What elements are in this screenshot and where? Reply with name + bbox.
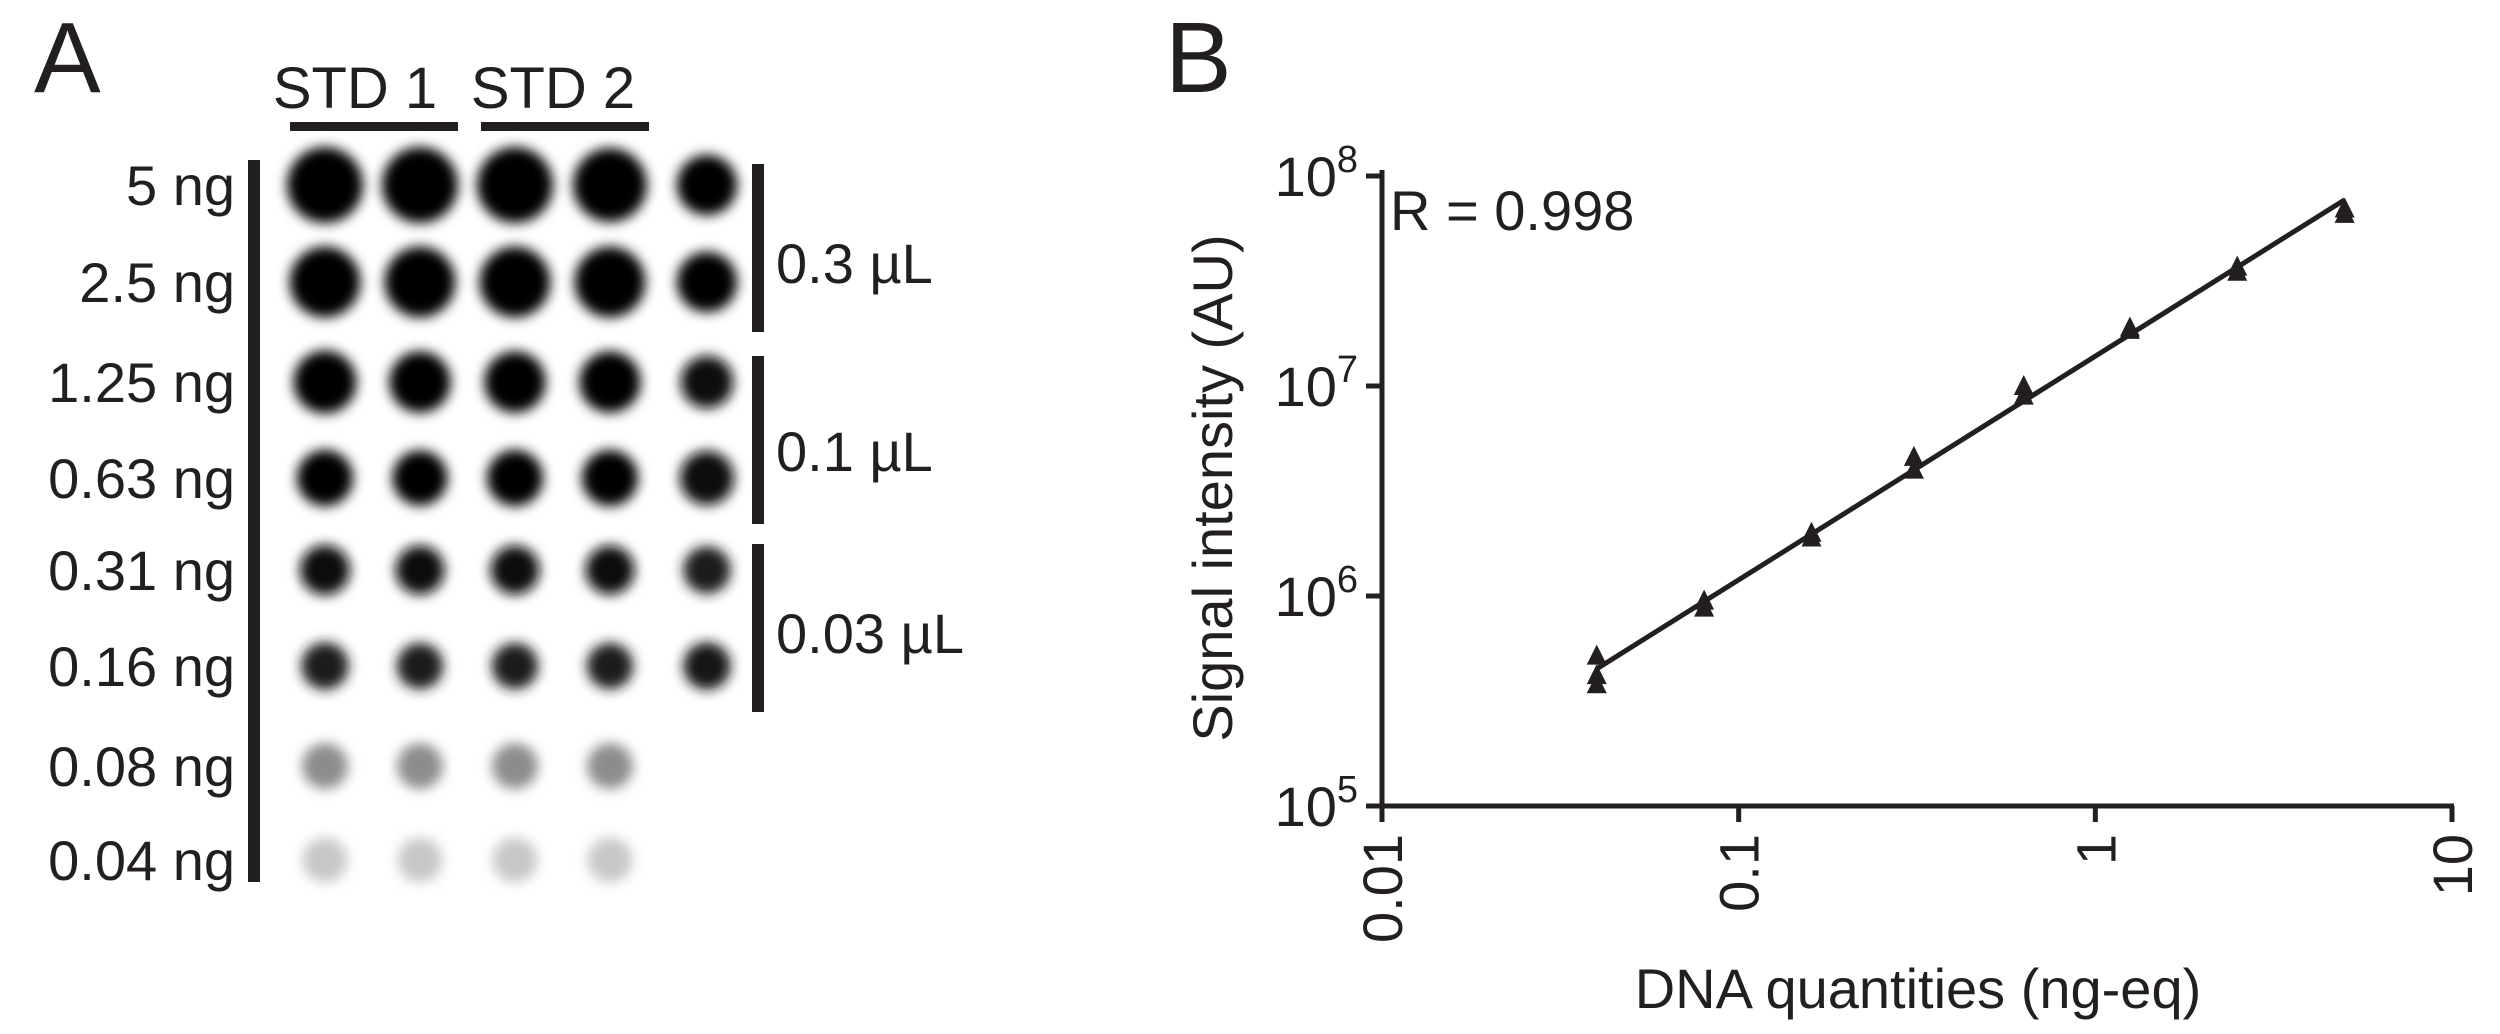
row-label: 0.04 ng (48, 829, 235, 892)
correlation-annotation: R = 0.998 (1390, 179, 1634, 242)
dot-spot (287, 147, 363, 223)
data-point (2227, 260, 2248, 281)
x-axis-label: DNA quantities (ng-eq) (1635, 957, 2202, 1020)
y-tick-label: 107 (1275, 349, 1358, 418)
dot-spot (397, 837, 443, 883)
dot-spot (302, 837, 348, 883)
x-tick-label: 10 (2421, 834, 2484, 896)
dot-spot (574, 246, 646, 318)
volume-bracket-bar (752, 164, 764, 332)
volume-bracket-bar (752, 356, 764, 524)
dot-spot (581, 449, 639, 507)
row-label: 2.5 ng (79, 251, 235, 314)
data-point (2334, 202, 2355, 223)
dot-spot (585, 545, 635, 595)
row-label: 0.63 ng (48, 447, 235, 510)
data-point (1694, 596, 1715, 617)
data-point (2119, 318, 2140, 339)
volume-label: 0.1 µL (776, 420, 933, 483)
dot-spot (573, 148, 647, 222)
volume-bracket-3: 0.03 µL (752, 544, 964, 712)
dot-spot (492, 743, 538, 789)
data-point (1903, 458, 1924, 479)
dot-spot (382, 147, 458, 223)
data-point (1586, 673, 1607, 694)
y-tick-label: 108 (1275, 139, 1358, 208)
dot-spot (397, 743, 443, 789)
row-label: 5 ng (126, 154, 235, 217)
dot-spot (586, 642, 634, 690)
dot-spot (490, 545, 540, 595)
x-tick-label: 1 (2064, 834, 2127, 865)
dot-spot (392, 450, 448, 506)
x-tick-label: 0.1 (1708, 834, 1771, 912)
dot-spot (579, 351, 641, 413)
dot-spot (293, 350, 357, 414)
group-underline-std2 (481, 122, 649, 131)
data-points (1586, 197, 2355, 694)
dot-spot (479, 246, 551, 318)
y-ticks: 105 106 107 108 (1275, 139, 1382, 838)
dot-spot (492, 837, 538, 883)
panel-a-letter: A (34, 2, 101, 114)
dot-spot (395, 545, 445, 595)
dot-spots (287, 147, 738, 883)
dot-spot (683, 546, 731, 594)
dot-spot (587, 837, 633, 883)
dot-spot (679, 450, 735, 506)
volume-label: 0.3 µL (776, 232, 933, 295)
dot-spot (683, 642, 731, 690)
data-point (2013, 384, 2034, 405)
volume-bracket-bar (752, 544, 764, 712)
row-labels: 5 ng 2.5 ng 1.25 ng 0.63 ng 0.31 ng 0.16 ng 0.… (48, 154, 235, 892)
dot-spot (396, 642, 444, 690)
dot-spot (676, 251, 738, 313)
dot-spot (680, 355, 734, 409)
dot-spot (587, 743, 633, 789)
group-label-std1: STD 1 (273, 56, 437, 121)
row-label: 1.25 ng (48, 351, 235, 414)
dot-spot (300, 545, 350, 595)
y-tick-label: 106 (1275, 559, 1358, 628)
dot-spot (296, 449, 354, 507)
dot-spot (491, 642, 539, 690)
dot-spot (477, 147, 553, 223)
volume-label: 0.03 µL (776, 602, 964, 665)
x-tick-label: 0.01 (1351, 834, 1414, 943)
dot-spot (301, 642, 349, 690)
data-point (1801, 526, 1822, 547)
dot-spot (486, 449, 544, 507)
group-underline-std1 (290, 122, 458, 131)
data-point (1903, 445, 1924, 466)
row-label: 0.08 ng (48, 735, 235, 798)
panel-b-letter: B (1165, 2, 1232, 114)
x-ticks: 0.01 0.1 1 10 (1351, 806, 2484, 943)
fit-line (1595, 197, 2346, 671)
left-bracket (248, 160, 260, 882)
y-axis-label: Signal intensity (AU) (1181, 234, 1244, 741)
dot-spot (302, 743, 348, 789)
dot-spot (289, 246, 361, 318)
dot-spot (484, 351, 546, 413)
dot-spot (384, 246, 456, 318)
y-tick-label: 105 (1275, 769, 1358, 838)
row-label: 0.16 ng (48, 635, 235, 698)
data-point (1586, 644, 1607, 665)
group-label-std2: STD 2 (471, 56, 635, 121)
chart-panel: 105 106 107 108 0.01 0.1 1 10 R = 0.998 DNA qu… (1181, 139, 2484, 1020)
dot-spot (676, 154, 738, 216)
dot-blot-panel: STD 1 STD 2 5 ng 2.5 ng 1.25 ng 0.63 ng 0.31… (48, 56, 964, 892)
volume-bracket-2: 0.1 µL (752, 356, 933, 524)
row-label: 0.31 ng (48, 539, 235, 602)
volume-bracket-1: 0.3 µL (752, 164, 933, 332)
dot-spot (389, 351, 451, 413)
